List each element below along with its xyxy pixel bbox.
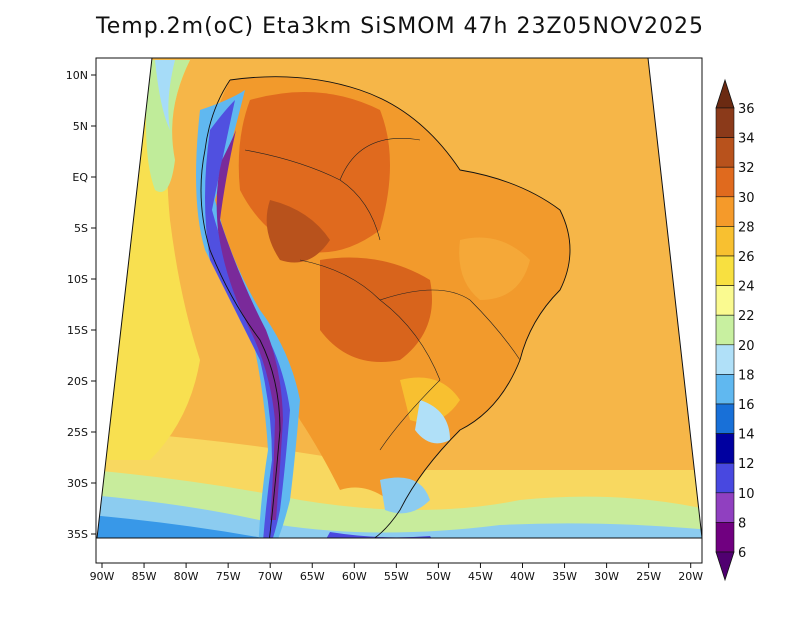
lat-tick-label: 5N xyxy=(73,120,88,133)
lon-tick-label: 35W xyxy=(552,570,577,583)
axis-box xyxy=(95,57,703,564)
chart-title: Temp.2m(oC) Eta3km SiSMOM 47h 23Z05NOV20… xyxy=(96,14,704,39)
lon-tick-label: 70W xyxy=(258,570,283,583)
colorbar-label: 36 xyxy=(738,102,755,117)
lon-tick-label: 85W xyxy=(132,570,157,583)
colorbar-label: 8 xyxy=(738,516,746,531)
colorbar: 36 34 32 30 28 26 24 22 20 18 16 14 12 10 8 6 xyxy=(715,78,755,582)
colorbar-swatch xyxy=(715,492,735,523)
colorbar-label: 14 xyxy=(738,428,755,443)
colorbar-bottom-arrow xyxy=(715,551,735,582)
colorbar-swatch xyxy=(715,314,735,346)
colorbar-label: 12 xyxy=(738,457,755,472)
colorbar-swatch xyxy=(715,196,735,227)
colorbar-label: 20 xyxy=(738,339,755,354)
colorbar-swatch xyxy=(715,522,735,553)
lat-tick-label: 35S xyxy=(67,528,88,541)
colorbar-swatch xyxy=(715,166,735,198)
colorbar-label: 6 xyxy=(738,546,746,561)
colorbar-label: 18 xyxy=(738,368,755,383)
lon-tick-label: 50W xyxy=(426,570,451,583)
lon-tick-label: 65W xyxy=(300,570,325,583)
colorbar-swatch xyxy=(715,285,735,316)
colorbar-label: 26 xyxy=(738,250,755,265)
colorbar-label: 28 xyxy=(738,220,755,235)
colorbar-label: 24 xyxy=(738,280,755,295)
colorbar-label: 10 xyxy=(738,487,755,502)
colorbar-swatch xyxy=(715,462,735,494)
lon-tick-label: 20W xyxy=(678,570,703,583)
colorbar-label: 32 xyxy=(738,161,755,176)
latitude-axis: 10N 5N EQ 5S 10S 15S 20S 25S 30S 35S xyxy=(66,69,96,541)
lon-tick-label: 45W xyxy=(468,570,493,583)
colorbar-label: 34 xyxy=(738,132,755,147)
colorbar-swatch xyxy=(715,374,735,405)
lat-tick-label: 30S xyxy=(67,477,88,490)
lat-tick-label: 20S xyxy=(67,375,88,388)
colorbar-swatch xyxy=(715,433,735,464)
colorbar-top-arrow xyxy=(715,78,735,109)
lon-tick-label: 55W xyxy=(384,570,409,583)
map-field xyxy=(97,58,702,538)
colorbar-label: 22 xyxy=(738,309,755,324)
lon-tick-label: 60W xyxy=(342,570,367,583)
colorbar-swatch xyxy=(715,403,735,434)
longitude-axis: 90W 85W 80W 75W 70W 65W 60W 55W 50W 45W 40W 35W 30W 2… xyxy=(90,563,703,583)
lon-tick-label: 80W xyxy=(174,570,199,583)
lat-tick-label: 10N xyxy=(66,69,88,82)
colorbar-label: 16 xyxy=(738,398,755,413)
lat-tick-label: 15S xyxy=(67,324,88,337)
lat-tick-label: EQ xyxy=(72,171,88,184)
colorbar-swatch xyxy=(715,344,735,375)
lon-tick-label: 75W xyxy=(216,570,241,583)
colorbar-swatch xyxy=(715,137,735,168)
colorbar-swatch xyxy=(715,255,735,286)
lat-tick-label: 25S xyxy=(67,426,88,439)
lon-tick-label: 25W xyxy=(636,570,661,583)
colorbar-swatch xyxy=(715,107,735,138)
colorbar-label: 30 xyxy=(738,191,755,206)
lon-tick-label: 40W xyxy=(510,570,535,583)
lat-tick-label: 10S xyxy=(67,273,88,286)
lon-tick-label: 30W xyxy=(594,570,619,583)
lon-tick-label: 90W xyxy=(90,570,115,583)
lat-tick-label: 5S xyxy=(74,222,88,235)
colorbar-swatch xyxy=(715,226,735,257)
